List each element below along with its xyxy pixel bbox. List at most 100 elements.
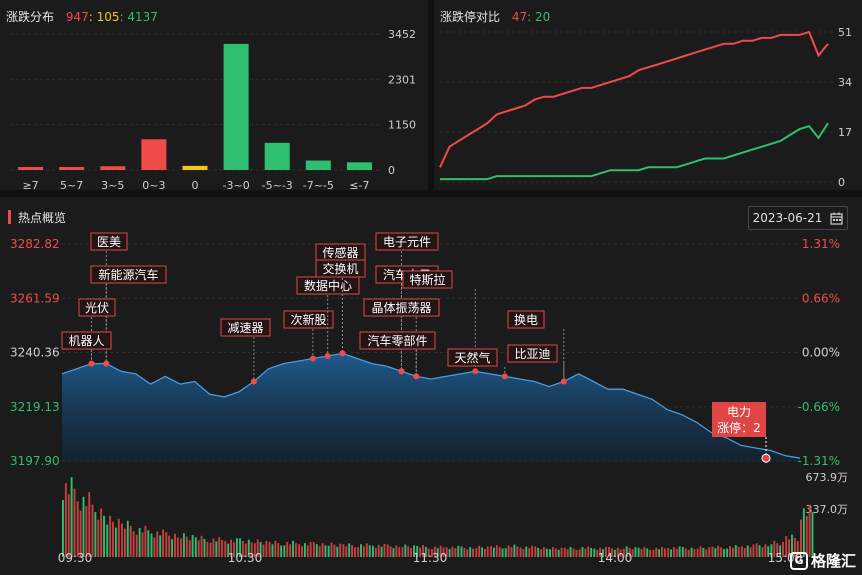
volume-bar xyxy=(419,547,422,557)
x-tick-label: 09:30 xyxy=(58,551,93,565)
volume-bar xyxy=(135,534,138,557)
volume-bar xyxy=(492,547,495,557)
volume-bar xyxy=(368,545,371,557)
volume-bar xyxy=(422,545,424,557)
volume-bar xyxy=(481,547,483,557)
volume-bar xyxy=(563,547,566,557)
volume-bar xyxy=(611,548,613,557)
topic-marker xyxy=(250,378,257,385)
volume-bar xyxy=(209,542,212,557)
volume-bar xyxy=(289,544,292,557)
volume-bar xyxy=(720,547,723,557)
volume-bar xyxy=(791,534,793,557)
volume-bar xyxy=(413,545,415,557)
volume-bar xyxy=(684,548,687,557)
volume-bar xyxy=(516,546,519,557)
volume-bar xyxy=(407,546,410,557)
price-area xyxy=(62,353,800,461)
volume-bar xyxy=(404,544,407,557)
volume-bar xyxy=(495,545,498,557)
volume-bar xyxy=(448,548,451,557)
volume-bar xyxy=(203,538,206,557)
title-accent-bar xyxy=(8,210,11,224)
topic-marker xyxy=(560,378,567,385)
volume-bar xyxy=(631,549,634,557)
volume-bar xyxy=(129,526,132,557)
volume-bar xyxy=(159,535,162,557)
volume-bar xyxy=(749,547,752,557)
volume-bar xyxy=(519,547,522,557)
volume-bar xyxy=(194,537,197,557)
volume-bar xyxy=(306,545,309,557)
volume-bar xyxy=(584,548,587,557)
volume-bar xyxy=(91,504,94,557)
sep-2: : xyxy=(119,10,124,24)
volume-bar xyxy=(389,546,392,557)
sep-1: : xyxy=(88,10,93,24)
volume-bar xyxy=(457,545,460,557)
y-tick-label: 17 xyxy=(838,126,852,139)
volume-bar xyxy=(200,535,203,557)
series-line xyxy=(439,30,829,168)
volume-bar xyxy=(301,546,303,557)
bar xyxy=(182,165,208,170)
volume-bar xyxy=(383,543,386,557)
volume-bar xyxy=(478,545,481,557)
volume-bar xyxy=(554,548,557,557)
volume-bar xyxy=(256,539,259,557)
topic-tag-label: 晶体振荡器 xyxy=(371,301,431,315)
y-tick-label: 51 xyxy=(838,26,852,39)
volume-bar xyxy=(702,547,705,557)
volume-bar xyxy=(218,537,221,557)
topic-tag-label: 减速器 xyxy=(227,321,263,335)
price-line xyxy=(61,352,801,459)
topic-tag-label: 交换机 xyxy=(322,261,358,276)
volume-bar xyxy=(371,545,374,557)
volume-bar xyxy=(758,545,761,557)
volume-bar xyxy=(197,540,200,557)
distribution-title: 涨跌分布 xyxy=(6,10,55,24)
volume-bar xyxy=(643,547,646,557)
volume-bar xyxy=(117,518,120,557)
topic-tag-box xyxy=(61,331,112,350)
volume-bar xyxy=(410,548,413,557)
volume-bar xyxy=(339,543,342,557)
volume-bar xyxy=(336,546,339,557)
volume-bar xyxy=(153,537,156,557)
volume-bar xyxy=(357,547,360,557)
volume-bar xyxy=(182,533,185,557)
volume-bar xyxy=(551,547,554,557)
volume-bar xyxy=(472,548,474,557)
volume-bar xyxy=(528,548,531,557)
volume-bar xyxy=(619,549,622,557)
volume-bar xyxy=(545,548,548,557)
volume-bar xyxy=(540,549,543,557)
limit-ratio-panel: 涨跌停对比 47: 20 51 34 17 0 xyxy=(434,0,862,190)
volume-bar xyxy=(687,549,690,557)
bar xyxy=(264,142,290,170)
x-tick-label: -7~-5 xyxy=(303,179,334,190)
volume-bar xyxy=(557,549,560,557)
volume-bar xyxy=(501,548,504,557)
volume-bar xyxy=(681,547,684,557)
volume-bar xyxy=(97,519,100,557)
y-tick-label: 0 xyxy=(838,176,845,189)
date-value: 2023-06-21 xyxy=(752,211,823,225)
volume-bar xyxy=(463,547,466,557)
y-tick-label: 1150 xyxy=(388,119,416,132)
volume-bar xyxy=(510,547,513,557)
date-picker[interactable]: 2023-06-21 xyxy=(748,206,848,230)
volume-bar xyxy=(188,540,191,557)
volume-bar xyxy=(705,549,708,557)
topic-tag-label: 数据中心 xyxy=(304,278,352,293)
y-tick-label-right: 1.31% xyxy=(802,237,840,251)
x-tick-label: 0~3 xyxy=(142,179,165,190)
brand-logo: G 格隆汇 xyxy=(789,550,856,571)
volume-bar xyxy=(165,532,168,557)
volume-bar xyxy=(708,547,711,557)
volume-bar xyxy=(298,544,301,557)
volume-bar xyxy=(309,542,312,557)
hot-overview-panel: 热点概览 2023-06-21 3282.82 1.31% 3261.59 0.66%… xyxy=(0,197,862,575)
topic-tag-label: 电子元件 xyxy=(383,235,431,249)
topic-tag-box xyxy=(220,318,271,337)
